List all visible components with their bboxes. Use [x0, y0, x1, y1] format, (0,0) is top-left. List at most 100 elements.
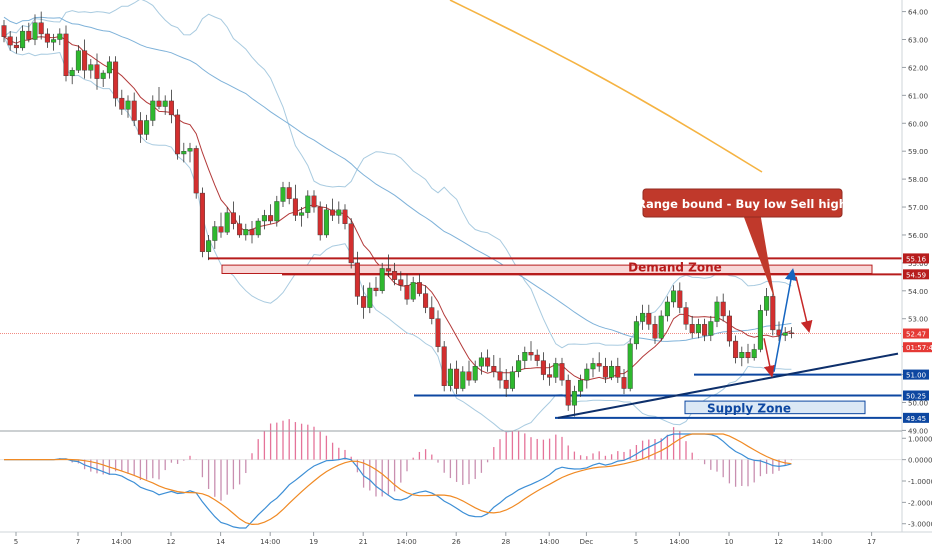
candle-body: [398, 279, 404, 286]
candle: [646, 304, 652, 330]
candle: [51, 33, 57, 51]
candle-body: [131, 100, 137, 121]
time-tick-label: 7: [76, 538, 80, 546]
candle: [150, 95, 156, 127]
candle-body: [13, 44, 19, 49]
price-tick-label: 49.00: [908, 427, 928, 435]
candle-body: [69, 70, 75, 77]
candle: [602, 357, 608, 383]
candle: [640, 304, 646, 330]
price-tick-label: 57.00: [908, 204, 928, 212]
price-tick-label: 58.00: [908, 176, 928, 184]
time-tick-label: 14:00: [669, 538, 689, 546]
time-tick-label: 14: [216, 538, 225, 546]
candle: [404, 274, 410, 305]
candle: [658, 310, 664, 342]
candle-body: [627, 343, 633, 389]
candle-body: [491, 365, 497, 372]
price-tick-label: 56.00: [908, 232, 928, 240]
candle: [392, 262, 398, 286]
candle: [342, 204, 348, 230]
candle-body: [596, 363, 602, 367]
candle: [119, 89, 125, 115]
arrow-down-to-support: [763, 338, 776, 378]
candle: [361, 285, 367, 319]
candle: [175, 109, 181, 160]
candle: [764, 288, 770, 316]
candle-body: [274, 201, 280, 222]
candle-body: [348, 223, 354, 264]
candle: [57, 28, 63, 46]
candle: [212, 221, 218, 249]
candle-body: [299, 212, 305, 216]
candle-body: [664, 301, 670, 317]
candle: [1, 19, 7, 43]
candle-body: [63, 33, 69, 77]
candle: [578, 374, 584, 397]
candle: [317, 201, 323, 241]
candle-body: [261, 215, 267, 222]
candle: [38, 11, 44, 40]
candle: [32, 14, 38, 46]
candle: [652, 315, 658, 344]
candle: [627, 338, 633, 392]
candle-body: [317, 206, 323, 236]
candle: [770, 290, 776, 336]
candle-body: [367, 287, 373, 308]
candle-body: [323, 209, 329, 236]
candle-body: [156, 100, 162, 107]
candle: [726, 310, 732, 347]
price-tag-label: 51.00: [906, 372, 926, 380]
price-tag: [903, 253, 929, 264]
price-tag-label: 01:57:45: [906, 344, 932, 352]
price-tick-label: 55.00: [908, 260, 928, 268]
candle: [416, 274, 422, 297]
candle: [478, 352, 484, 375]
candle: [373, 276, 379, 297]
candle: [739, 346, 745, 367]
candle: [193, 145, 199, 199]
candle-body: [255, 220, 261, 236]
candle: [714, 296, 720, 328]
osc-tick-label: -3.0000: [908, 521, 932, 529]
supply-zone-box: [684, 400, 866, 415]
time-tick-label: 28: [501, 538, 510, 546]
candle-body: [726, 315, 732, 342]
candle: [292, 184, 298, 221]
candle-body: [237, 223, 243, 236]
candle: [757, 304, 763, 353]
candle: [429, 296, 435, 325]
osc-macd-line: [4, 433, 792, 529]
candle-body: [392, 271, 398, 280]
candle-body: [286, 187, 292, 199]
candle-body: [82, 50, 88, 71]
candle-body: [671, 290, 677, 303]
candle: [664, 296, 670, 322]
candle: [125, 95, 131, 118]
candle-body: [38, 22, 44, 35]
candle: [323, 204, 329, 238]
candle: [454, 360, 460, 395]
candle-body: [187, 148, 193, 152]
candle-body: [609, 365, 615, 378]
candle-body: [113, 61, 119, 99]
time-tick-label: 14:00: [260, 538, 280, 546]
candle: [69, 67, 75, 85]
price-tag: [903, 342, 932, 353]
time-tick-label: 5: [634, 538, 638, 546]
time-tick-label: 14:00: [111, 538, 131, 546]
osc-tick-label: 0.0000: [908, 457, 932, 465]
price-tag: [903, 328, 929, 339]
candle-body: [150, 100, 156, 121]
price-tick-label: 63.00: [908, 37, 928, 45]
candle-body: [168, 100, 174, 116]
candle-body: [658, 315, 664, 339]
candle: [230, 201, 236, 230]
candle-body: [305, 195, 311, 213]
callout-pointer: [742, 212, 775, 300]
candle-body: [75, 50, 81, 71]
candle-body: [652, 324, 658, 339]
osc-signal-line: [4, 433, 792, 526]
